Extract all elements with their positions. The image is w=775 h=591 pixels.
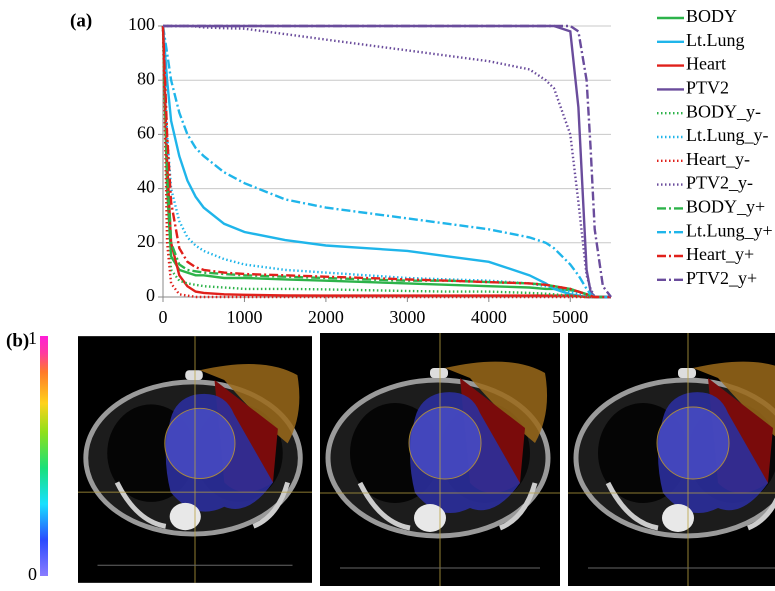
legend-label: BODY [686, 6, 737, 26]
legend-label: Lt.Lung_y- [686, 125, 769, 145]
series-line [161, 25, 611, 299]
series-line [161, 25, 611, 299]
ct-image [568, 333, 775, 586]
panel-label: (a) [70, 10, 92, 31]
legend-label: Heart [686, 54, 726, 74]
x-tick-label: 2000 [308, 307, 344, 327]
ct-image [78, 336, 312, 583]
y-tick-label: 0 [146, 285, 155, 305]
legend-label: Lt.Lung [686, 30, 745, 50]
y-tick-label: 60 [137, 123, 155, 143]
legend-label: PTV2 [686, 78, 729, 98]
legend-label: Heart_y+ [686, 244, 754, 264]
x-tick-label: 4000 [471, 307, 507, 327]
series-line [161, 25, 611, 299]
legend-label: PTV2_y- [686, 173, 753, 193]
ct-image-group [568, 333, 775, 586]
series-line [161, 25, 611, 299]
x-tick-label: 3000 [389, 307, 425, 327]
ct-image [320, 333, 560, 586]
colorbar [40, 336, 48, 576]
colorbar-ticks: 01 [28, 328, 37, 584]
x-tick-label: 0 [159, 307, 168, 327]
y-tick-label: 40 [137, 177, 155, 197]
y-tick-label: 80 [137, 68, 155, 88]
y-tick-label: 20 [137, 231, 155, 251]
y-tick-label: 100 [128, 14, 155, 34]
series-line [163, 24, 612, 298]
legend-label: PTV2_y+ [686, 268, 757, 288]
series-line [163, 24, 611, 299]
series-line [161, 25, 611, 299]
panel-label: (b) [6, 330, 29, 351]
series-line [161, 25, 611, 299]
legend: BODY Lt.Lung Heart PTV2 BODY_y- Lt.Lung_y- Hea… [657, 6, 773, 288]
series-line [161, 25, 611, 299]
series-line [161, 25, 611, 299]
series-line [161, 25, 611, 299]
legend-label: BODY_y+ [686, 197, 765, 217]
series-line [163, 24, 611, 299]
legend-label: Lt.Lung_y+ [686, 220, 773, 240]
legend-label: Heart_y- [686, 149, 750, 169]
legend-label: BODY_y- [686, 101, 761, 121]
colorbar-tick-label: 1 [28, 328, 37, 348]
colorbar-tick-label: 0 [28, 564, 37, 584]
x-tick-label: 5000 [552, 307, 588, 327]
x-tick-label: 1000 [226, 307, 262, 327]
